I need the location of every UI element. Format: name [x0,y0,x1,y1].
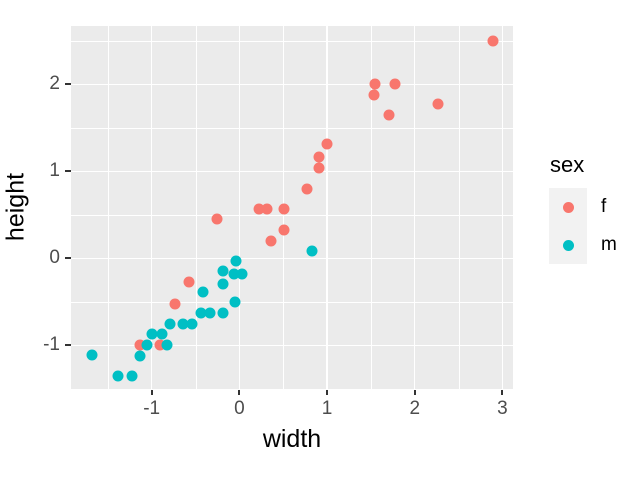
legend-item-label: m [601,234,617,255]
legend-swatch-m [562,239,574,251]
legend-item-m: m [549,226,617,264]
gridline-minor-y [71,301,513,303]
point-m [217,307,229,319]
x-tick-label: 2 [409,398,421,419]
x-tick-mark [413,390,416,395]
point-m [306,245,318,257]
point-f [183,276,195,288]
y-axis-title: height [1,172,30,242]
point-m [177,318,189,330]
point-m [156,328,168,340]
point-f [313,162,325,174]
point-m [204,307,216,319]
point-f [383,109,395,121]
gridline-minor-x [107,26,109,389]
point-m [217,278,229,290]
gridline-minor-y [71,40,513,42]
point-f [487,35,499,47]
point-m [186,318,198,330]
y-axis: -1 0 1 2 [0,26,71,389]
gridline-major-x [238,26,241,389]
x-axis: -1 0 1 2 3 [71,389,513,434]
gridline-minor-x [195,26,197,389]
y-tick-label: 0 [49,247,60,269]
gridline-minor-y [71,214,513,216]
point-m [164,318,176,330]
point-f [265,235,277,247]
gridline-major-y [71,83,513,85]
gridline-minor-x [370,26,372,389]
x-tick-mark [238,390,241,395]
legend-title: sex [550,152,585,177]
x-tick-mark [501,390,504,395]
point-m [134,350,146,362]
y-tick-label: 1 [49,160,60,182]
gridline-major-y [71,170,513,173]
gridline-major-y [71,344,513,347]
point-f [389,78,401,90]
point-f [432,98,444,110]
point-m [86,349,98,361]
y-tick-mark [65,170,71,173]
point-m [126,370,138,382]
x-tick-label: 3 [497,398,508,419]
point-f [278,224,290,236]
y-tick-mark [65,344,71,347]
point-m [236,268,248,280]
gridline-major-x [150,26,153,389]
gridline-major-y [71,257,513,260]
legend-key-m [549,226,587,264]
gridline-major-x [326,26,328,389]
point-f [134,339,146,351]
x-tick-mark [150,390,153,395]
point-m [146,328,158,340]
point-m [229,296,241,308]
point-f [369,78,381,90]
point-f [368,89,380,101]
y-tick-label: -1 [43,334,60,356]
point-f [278,203,290,215]
y-tick-mark [65,83,71,86]
point-f [169,298,181,310]
point-m [230,255,242,267]
point-f [301,183,313,195]
point-f [321,138,333,150]
plot-panel [71,26,513,389]
point-m [228,268,240,280]
point-f [313,151,325,163]
y-tick-mark [65,257,71,260]
point-m [195,307,207,319]
point-m [217,265,229,277]
point-f [253,203,265,215]
point-f [211,213,223,225]
point-f [261,203,273,215]
point-f [154,339,166,351]
x-tick-mark [326,390,329,395]
legend-item-label: f [601,196,607,217]
point-m [197,286,209,298]
x-tick-label: -1 [143,398,161,419]
y-tick-label: 2 [49,73,60,95]
point-m [161,339,173,351]
x-tick-label: 1 [321,398,333,419]
gridline-minor-x [458,26,460,389]
x-axis-title: width [262,425,322,453]
gridline-major-x [414,26,416,389]
point-m [141,339,153,351]
point-m [112,370,124,382]
x-tick-label: 0 [234,398,245,419]
gridline-major-x [501,26,504,389]
legend-swatch-f [562,201,574,213]
legend-item-f: f [549,188,617,226]
gridline-minor-y [71,127,513,129]
legend-key-f [549,188,587,226]
